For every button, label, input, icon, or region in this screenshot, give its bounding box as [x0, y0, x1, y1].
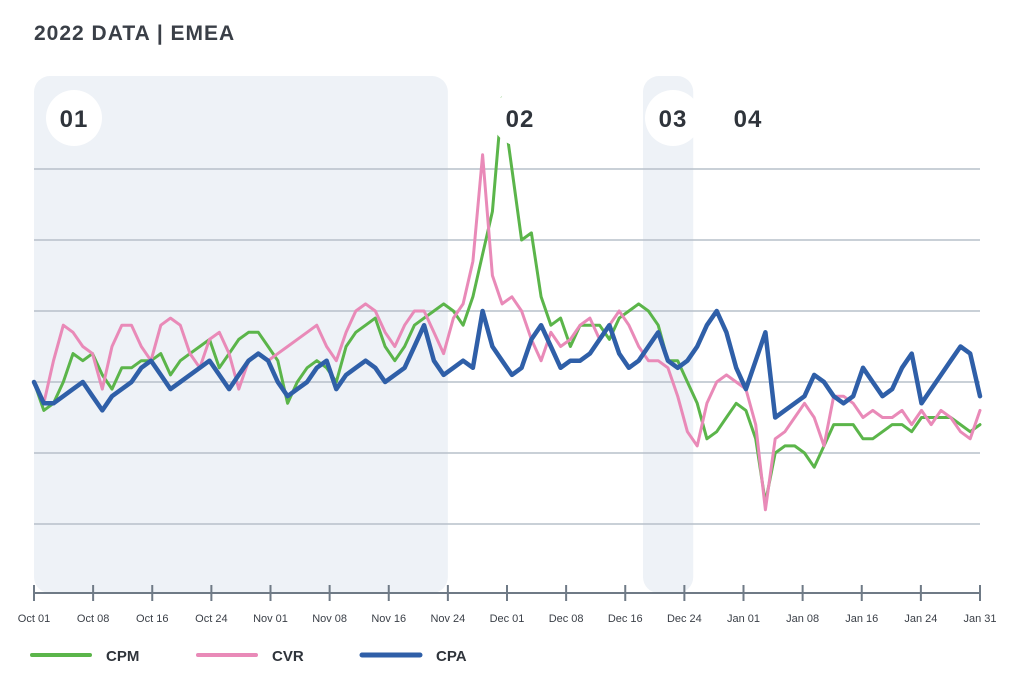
- x-tick-label: Jan 31: [963, 613, 996, 625]
- x-tick-label: Dec 24: [667, 613, 702, 625]
- phase-03-label: 03: [659, 106, 688, 133]
- chart-title: 2022 DATA | EMEA: [34, 22, 236, 45]
- x-tick-label: Nov 08: [312, 613, 347, 625]
- legend: CPM CVR CPA: [30, 648, 467, 665]
- series-line-cpa: [31, 308, 983, 420]
- x-tick-label: Dec 01: [490, 613, 525, 625]
- phase-01-background: [34, 76, 448, 593]
- x-tick-label: Jan 08: [786, 613, 819, 625]
- x-tick-label: Nov 01: [253, 613, 288, 625]
- x-tick-label: Oct 24: [195, 613, 227, 625]
- legend-label-cpm: CPM: [106, 648, 139, 665]
- x-tick-label: Dec 08: [549, 613, 584, 625]
- x-tick-label: Oct 08: [77, 613, 109, 625]
- x-tick-label: Jan 01: [727, 613, 760, 625]
- x-axis: Oct 01 Oct 08 Oct 16 Oct 24 Nov 01 Nov 08 Nov …: [18, 585, 997, 625]
- phase-04-label: 04: [734, 106, 763, 133]
- x-tick-label: Nov 24: [430, 613, 465, 625]
- x-tick-label: Oct 01: [18, 613, 50, 625]
- legend-label-cvr: CVR: [272, 648, 304, 665]
- phase-04-badge: [720, 90, 776, 146]
- x-tick-label: Jan 24: [904, 613, 937, 625]
- phase-03-badge: [645, 90, 701, 146]
- x-tick-label: Jan 16: [845, 613, 878, 625]
- series-line-cvr: [32, 153, 982, 512]
- phase-03-background: [642, 76, 694, 593]
- x-tick-label: Oct 16: [136, 613, 168, 625]
- phase-01-badge: [46, 90, 102, 146]
- phase-labels: 01 02 03 04: [46, 90, 776, 146]
- x-tick-label: Dec 16: [608, 613, 643, 625]
- x-tick-label: Nov 16: [371, 613, 406, 625]
- legend-label-cpa: CPA: [436, 648, 467, 665]
- phase-backgrounds: [34, 76, 694, 593]
- phase-01-label: 01: [60, 106, 89, 133]
- phase-02-label: 02: [506, 106, 535, 133]
- phase-02-badge: [492, 90, 548, 146]
